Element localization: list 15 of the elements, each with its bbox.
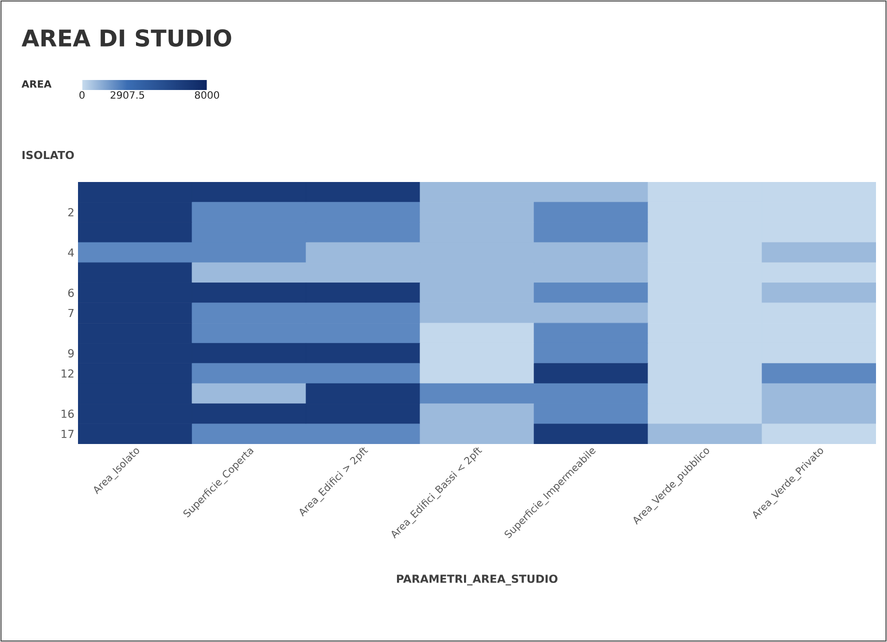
y-axis-title: ISOLATO [22, 150, 74, 160]
color-bar-label: 2907.5 [110, 91, 144, 99]
y-tick-label: 12 [62, 369, 74, 378]
color-bar-title: AREA [22, 80, 52, 88]
y-tick-label: 9 [68, 349, 74, 358]
y-tick-label: 7 [68, 308, 74, 318]
chart-title: AREA DI STUDIO [22, 29, 232, 47]
y-tick-label: 4 [68, 248, 74, 257]
y-tick-label: 6 [68, 288, 74, 297]
y-tick-label: 2 [68, 208, 74, 216]
color-bar-label: 0 [79, 91, 85, 99]
y-tick-label: 16 [62, 410, 74, 418]
x-axis-title: PARAMETRI_AREA_STUDIO [396, 574, 558, 586]
y-tick-label: 17 [62, 430, 74, 438]
color-bar-label: 8000 [194, 91, 220, 99]
